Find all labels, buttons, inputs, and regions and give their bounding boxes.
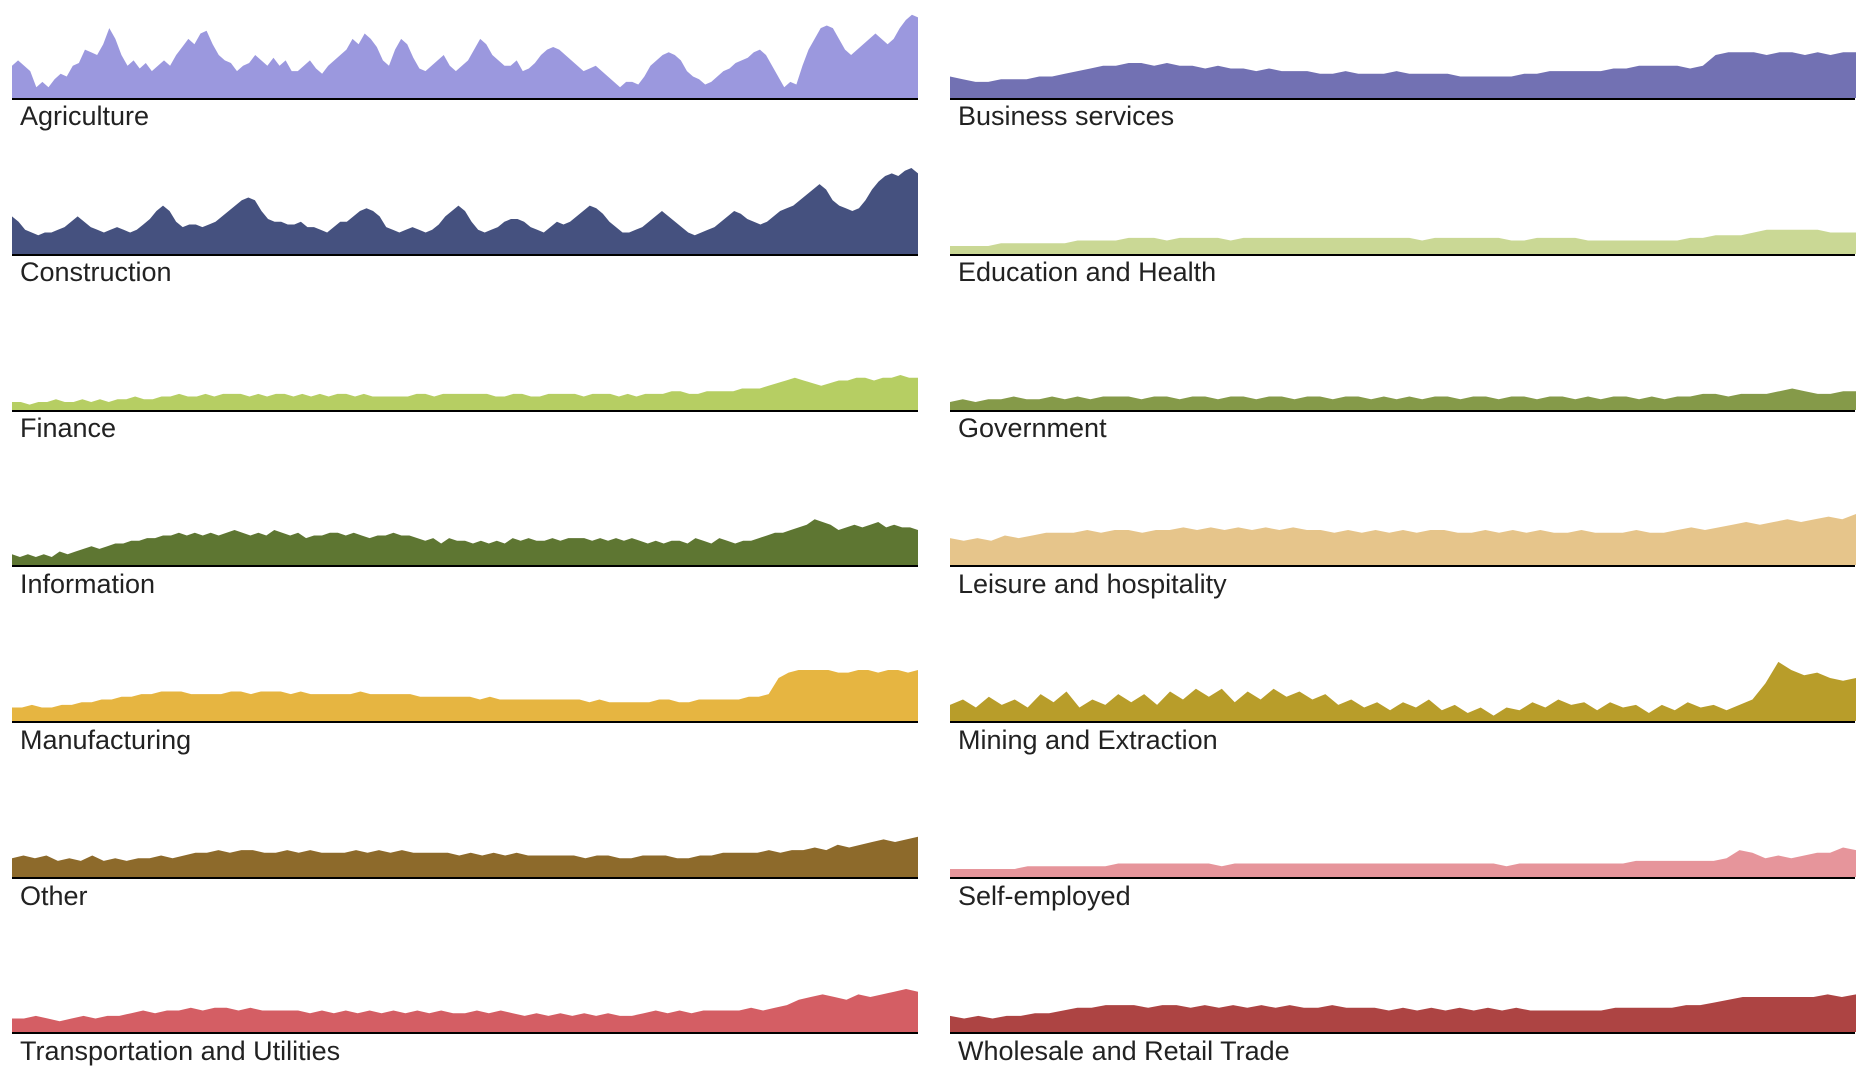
chart-panel-agriculture: Agriculture	[12, 14, 918, 131]
label-agriculture: Agriculture	[20, 101, 149, 131]
label-wholesale-and-retail-trade: Wholesale and Retail Trade	[958, 1036, 1290, 1066]
area-construction	[12, 168, 918, 254]
area-other	[12, 836, 918, 877]
area-wholesale-and-retail-trade	[950, 994, 1856, 1032]
label-leisure-and-hospitality: Leisure and hospitality	[958, 569, 1227, 599]
chart-panel-leisure-and-hospitality: Leisure and hospitality	[950, 513, 1856, 599]
label-mining-and-extraction: Mining and Extraction	[958, 725, 1218, 755]
chart-panel-manufacturing: Manufacturing	[12, 669, 918, 755]
area-manufacturing	[12, 669, 918, 721]
label-finance: Finance	[20, 413, 116, 443]
label-self-employed: Self-employed	[958, 881, 1131, 911]
label-government: Government	[958, 413, 1107, 443]
chart-panel-other: Other	[12, 836, 918, 911]
label-other: Other	[20, 881, 88, 911]
area-government	[950, 388, 1856, 410]
area-information	[12, 519, 918, 565]
chart-panel-mining-and-extraction: Mining and Extraction	[950, 661, 1856, 755]
area-agriculture	[12, 14, 918, 98]
area-transportation-and-utilities	[12, 989, 918, 1032]
area-mining-and-extraction	[950, 661, 1856, 721]
chart-panel-government: Government	[950, 388, 1856, 443]
label-education-and-health: Education and Health	[958, 257, 1216, 287]
label-information: Information	[20, 569, 155, 599]
label-manufacturing: Manufacturing	[20, 725, 191, 755]
area-self-employed	[950, 847, 1856, 877]
chart-panel-business-services: Business services	[950, 52, 1856, 131]
chart-panel-information: Information	[12, 519, 918, 599]
area-education-and-health	[950, 229, 1856, 254]
chart-panel-education-and-health: Education and Health	[950, 229, 1856, 287]
area-business-services	[950, 52, 1856, 98]
chart-panel-transportation-and-utilities: Transportation and Utilities	[12, 989, 918, 1066]
area-leisure-and-hospitality	[950, 513, 1856, 565]
chart-panel-finance: Finance	[12, 375, 918, 443]
chart-panel-construction: Construction	[12, 168, 918, 287]
label-construction: Construction	[20, 257, 172, 287]
label-business-services: Business services	[958, 101, 1174, 131]
chart-panel-wholesale-and-retail-trade: Wholesale and Retail Trade	[950, 994, 1856, 1066]
label-transportation-and-utilities: Transportation and Utilities	[20, 1036, 340, 1066]
chart-panel-self-employed: Self-employed	[950, 847, 1856, 911]
area-finance	[12, 375, 918, 410]
